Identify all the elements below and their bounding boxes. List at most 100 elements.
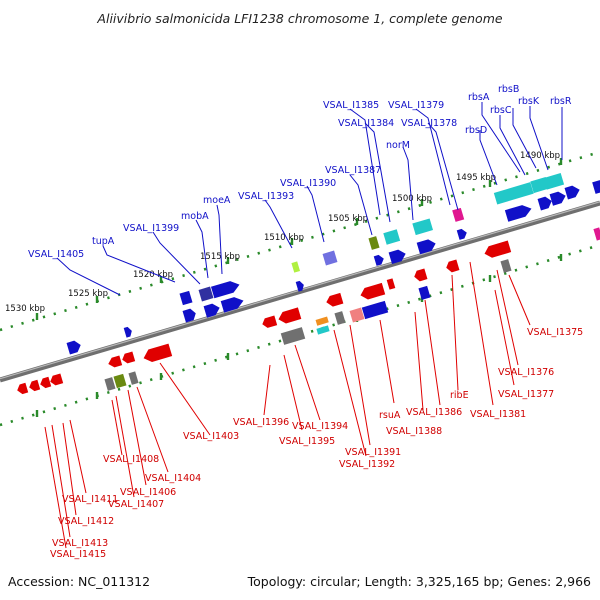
gene-label[interactable]: VSAL_I1413 [52, 538, 108, 549]
gene-label[interactable]: tupA [92, 236, 115, 247]
gene-label[interactable]: VSAL_I1388 [386, 426, 442, 437]
gene-block[interactable] [361, 300, 389, 320]
gene-block[interactable] [530, 177, 550, 194]
gene-arrow[interactable] [182, 308, 198, 323]
gene-block[interactable] [198, 286, 214, 302]
accession-label: Accession: NC_011312 [8, 574, 150, 589]
gene-arrow[interactable] [210, 279, 241, 299]
gene-label[interactable]: VSAL_I1404 [145, 473, 201, 484]
gene-block[interactable] [383, 229, 401, 245]
gene-block[interactable] [315, 316, 329, 326]
gene-block[interactable] [280, 327, 306, 345]
gene-label[interactable]: VSAL_I1412 [58, 516, 114, 527]
gene-block[interactable] [291, 261, 301, 273]
gene-arrow[interactable] [388, 248, 408, 265]
gene-block[interactable] [104, 377, 116, 391]
gene-block[interactable] [543, 173, 565, 190]
gene-arrow[interactable] [537, 195, 554, 211]
gene-label[interactable]: rbsB [498, 84, 519, 95]
gene-arrow[interactable] [416, 238, 438, 255]
gene-block[interactable] [412, 218, 434, 236]
gene-label[interactable]: VSAL_I1408 [103, 454, 159, 465]
gene-label[interactable]: VSAL_I1392 [339, 459, 395, 470]
gene-label[interactable]: VSAL_I1377 [498, 389, 554, 400]
gene-label[interactable]: rbsC [490, 105, 512, 116]
gene-arrow[interactable] [295, 280, 306, 292]
gene-arrow[interactable] [66, 339, 83, 355]
gene-block[interactable] [592, 180, 600, 194]
gene-label[interactable]: VSAL_I1405 [28, 249, 84, 260]
gene-arrow[interactable] [413, 268, 428, 283]
gene-label[interactable]: mobA [181, 211, 209, 222]
gene-label[interactable]: rbsA [468, 92, 490, 103]
gene-label[interactable]: VSAL_I1396 [233, 417, 289, 428]
gene-arrow[interactable] [504, 203, 533, 222]
gene-label[interactable]: VSAL_I1379 [388, 100, 444, 111]
gene-label[interactable]: VSAL_I1376 [498, 367, 554, 378]
gene-arrow[interactable] [373, 254, 385, 266]
gene-arrow[interactable] [107, 355, 123, 369]
gene-label[interactable]: VSAL_I1390 [280, 178, 336, 189]
gene-arrow[interactable] [445, 259, 460, 274]
gene-label[interactable]: VSAL_I1415 [50, 549, 106, 560]
gene-block[interactable] [593, 227, 600, 241]
gene-label[interactable]: VSAL_I1381 [470, 409, 526, 420]
gene-label[interactable]: VSAL_I1411 [62, 494, 118, 505]
gene-label[interactable]: moeA [203, 195, 231, 206]
gene-block[interactable] [386, 278, 396, 290]
gene-block[interactable] [334, 311, 346, 325]
gene-arrow[interactable] [28, 379, 41, 392]
gene-label[interactable]: VSAL_I1394 [292, 421, 348, 432]
gene-label[interactable]: VSAL_I1387 [325, 165, 381, 176]
gene-arrow[interactable] [564, 184, 582, 200]
gene-arrow[interactable] [220, 295, 246, 313]
tick-label: 1505 kbp [328, 214, 368, 224]
chromosome-backbone [0, 200, 600, 383]
gene-block[interactable] [368, 236, 380, 250]
gene-block[interactable] [316, 325, 330, 335]
gene-block[interactable] [128, 371, 139, 385]
gene-arrow[interactable] [142, 343, 173, 364]
gene-label[interactable]: VSAL_I1386 [406, 407, 462, 418]
gene-label[interactable]: VSAL_I1375 [527, 327, 583, 338]
gene-label[interactable]: VSAL_I1391 [345, 447, 401, 458]
gene-arrow[interactable] [325, 292, 344, 308]
gene-label[interactable]: VSAL_I1378 [401, 118, 457, 129]
gene-block[interactable] [452, 207, 465, 222]
gene-label[interactable]: rbsK [518, 96, 540, 107]
gene-arrow[interactable] [549, 190, 568, 206]
gene-block[interactable] [113, 373, 127, 389]
gene-label[interactable]: rsuA [379, 410, 401, 421]
gene-arrow[interactable] [121, 351, 136, 365]
gene-label[interactable]: VSAL_I1384 [338, 118, 394, 129]
gene-label[interactable]: VSAL_I1395 [279, 436, 335, 447]
gene-block[interactable] [418, 285, 431, 300]
gene-arrow[interactable] [483, 240, 512, 260]
gene-arrow[interactable] [359, 282, 386, 301]
gene-label[interactable]: ribE [450, 390, 469, 401]
gene-block[interactable] [349, 307, 365, 323]
gene-label[interactable]: VSAL_I1407 [108, 499, 164, 510]
gene-arrow[interactable] [456, 228, 468, 240]
gene-label[interactable]: VSAL_I1399 [123, 223, 179, 234]
gene-block[interactable] [500, 259, 512, 273]
gene-arrow[interactable] [16, 382, 29, 395]
gene-label[interactable]: VSAL_I1403 [183, 431, 239, 442]
gene-block[interactable] [179, 290, 193, 306]
gene-arrow[interactable] [261, 315, 278, 330]
gene-arrow[interactable] [49, 373, 64, 387]
reverse-genes [16, 227, 600, 395]
gene-arrow[interactable] [123, 326, 134, 338]
gene-label[interactable]: VSAL_I1406 [120, 487, 176, 498]
gene-arrow[interactable] [39, 376, 52, 389]
tick-label: 1490 kbp [520, 151, 560, 161]
gene-block[interactable] [322, 250, 338, 266]
gene-label[interactable]: rbsR [550, 96, 572, 107]
gene-label[interactable]: norM [386, 140, 410, 151]
gene-label[interactable]: VSAL_I1393 [238, 191, 294, 202]
gene-label[interactable]: rbsD [465, 125, 487, 136]
gene-arrow[interactable] [203, 302, 222, 318]
gene-label[interactable]: VSAL_I1385 [323, 100, 379, 111]
gene-arrow[interactable] [277, 307, 302, 325]
gene-block[interactable] [493, 182, 534, 205]
